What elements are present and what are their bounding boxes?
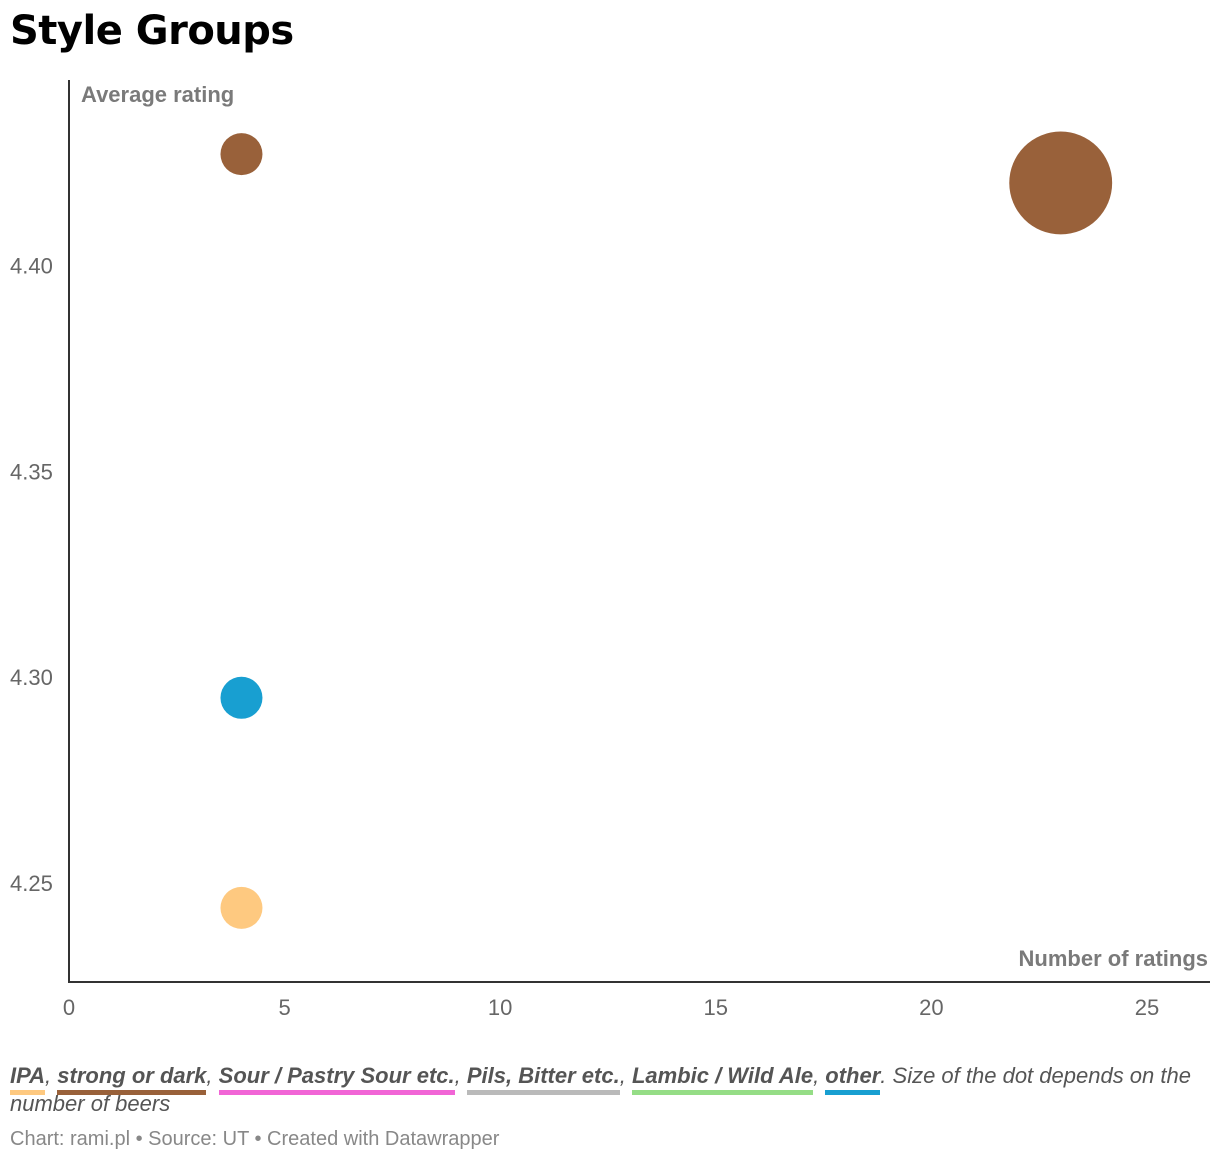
x-tick-label: 20	[919, 995, 943, 1020]
legend-item[interactable]: other	[825, 1063, 881, 1095]
y-tick-labels: 4.25 4.30 4.35 4.40	[10, 253, 53, 896]
y-tick-label: 4.25	[10, 871, 53, 896]
legend-separator: ,	[813, 1063, 826, 1088]
legend-item[interactable]: Lambic / Wild Ale	[631, 1063, 814, 1095]
x-tick-label: 15	[704, 995, 728, 1020]
legend-items: IPA, strong or dark, Sour / Pastry Sour …	[10, 1063, 881, 1095]
legend-separator: ,	[45, 1063, 58, 1088]
legend-separator: ,	[206, 1063, 219, 1088]
legend-item[interactable]: strong or dark	[57, 1063, 207, 1095]
legend-separator: ,	[454, 1063, 467, 1088]
data-point[interactable]	[220, 133, 263, 176]
legend-separator: ,	[619, 1063, 632, 1088]
chart-title: Style Groups	[10, 8, 294, 54]
legend-item[interactable]: Pils, Bitter etc.	[466, 1063, 620, 1095]
y-tick-label: 4.40	[10, 253, 53, 278]
x-tick-label: 10	[488, 995, 512, 1020]
legend-item[interactable]: Sour / Pastry Sour etc.	[218, 1063, 455, 1095]
y-axis-label: Average rating	[81, 82, 234, 107]
x-tick-label: 0	[63, 995, 75, 1020]
legend-item[interactable]: IPA	[10, 1063, 46, 1095]
x-axis-label: Number of ratings	[1019, 946, 1208, 971]
y-tick-label: 4.35	[10, 459, 53, 484]
y-tick-label: 4.30	[10, 665, 53, 690]
data-point[interactable]	[1009, 131, 1113, 235]
data-point[interactable]	[220, 676, 263, 719]
x-tick-labels: 0 5 10 15 20 25	[63, 995, 1159, 1020]
scatter-chart: 4.25 4.30 4.35 4.40 0 5 10 15 20 25 Average rati…	[10, 80, 1210, 1020]
data-point[interactable]	[220, 886, 263, 929]
chart-footer: Chart: rami.pl • Source: UT • Created wi…	[10, 1128, 500, 1150]
x-tick-label: 25	[1135, 995, 1159, 1020]
legend-note: . Size of the dot depends on the number …	[10, 1063, 1191, 1116]
x-tick-label: 5	[278, 995, 290, 1020]
legend: IPA, strong or dark, Sour / Pastry Sour …	[10, 1062, 1210, 1118]
data-points	[220, 131, 1113, 929]
axes	[68, 80, 1210, 983]
